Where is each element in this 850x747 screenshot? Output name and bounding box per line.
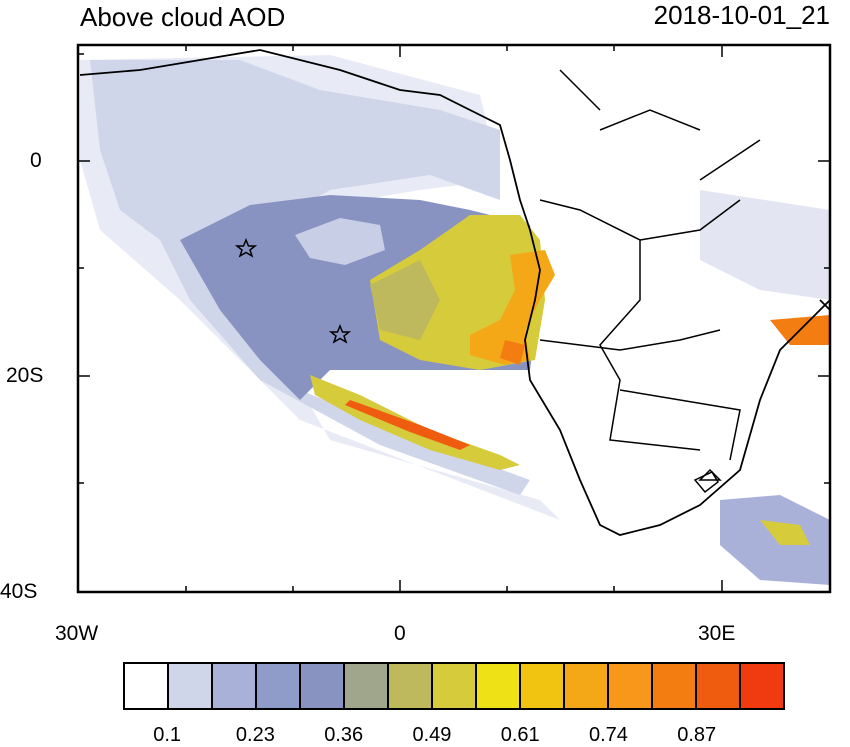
colorbar-box: [609, 664, 653, 708]
y-label-20s: 20S: [6, 364, 44, 387]
colorbar-label: 0.49: [412, 724, 452, 746]
colorbar-box: [257, 664, 301, 708]
colorbar: [123, 662, 785, 710]
aod-east-band: [700, 190, 830, 300]
colorbar-box: [477, 664, 521, 708]
x-label-0: 0: [394, 622, 406, 645]
colorbar-label: 0.36: [324, 724, 364, 746]
colorbar-label: 0.61: [500, 724, 540, 746]
y-label-40s: 40S: [0, 580, 38, 603]
colorbar-box: [653, 664, 697, 708]
africa-coastline: [79, 49, 830, 536]
colorbar-box: [565, 664, 609, 708]
aod-se-plume-yellow: [760, 520, 810, 545]
colorbar-box: [697, 664, 741, 708]
map-frame: [76, 43, 832, 594]
aod-plume-darkorange: [500, 340, 525, 365]
madagascar-coast: [819, 299, 830, 311]
aod-plume-olive: [370, 260, 440, 340]
colorbar-label: 0.1: [153, 724, 182, 746]
tick-marks: [78, 45, 830, 592]
x-label-30e: 30E: [698, 622, 736, 645]
colorbar-box: [345, 664, 389, 708]
colorbar-box: [521, 664, 565, 708]
lesotho-border: [693, 471, 719, 494]
star-marker-1: [234, 238, 258, 258]
colorbar-box: [741, 664, 783, 708]
colorbar-box: [125, 664, 169, 708]
aod-se-plume: [720, 495, 830, 585]
colorbar-box: [433, 664, 477, 708]
colorbar-box: [169, 664, 213, 708]
aod-streak-red: [345, 400, 470, 450]
colorbar-box: [389, 664, 433, 708]
x-label-30w: 30W: [55, 622, 99, 645]
colorbar-box: [213, 664, 257, 708]
star-marker-2: [328, 324, 352, 344]
colorbar-box: [301, 664, 345, 708]
colorbar-label: 0.23: [235, 724, 275, 746]
y-label-0: 0: [30, 149, 42, 172]
map-title: Above cloud AOD: [80, 2, 286, 32]
colorbar-label: 0.87: [677, 724, 717, 746]
map-datetime: 2018-10-01_21: [653, 0, 830, 30]
country-borders: [539, 69, 761, 481]
map-plot: [76, 43, 832, 594]
aod-plume-orange: [470, 250, 555, 365]
aod-plume-inner-light: [295, 218, 385, 265]
colorbar-label: 0.74: [588, 724, 628, 746]
aod-band-light: [90, 60, 530, 495]
